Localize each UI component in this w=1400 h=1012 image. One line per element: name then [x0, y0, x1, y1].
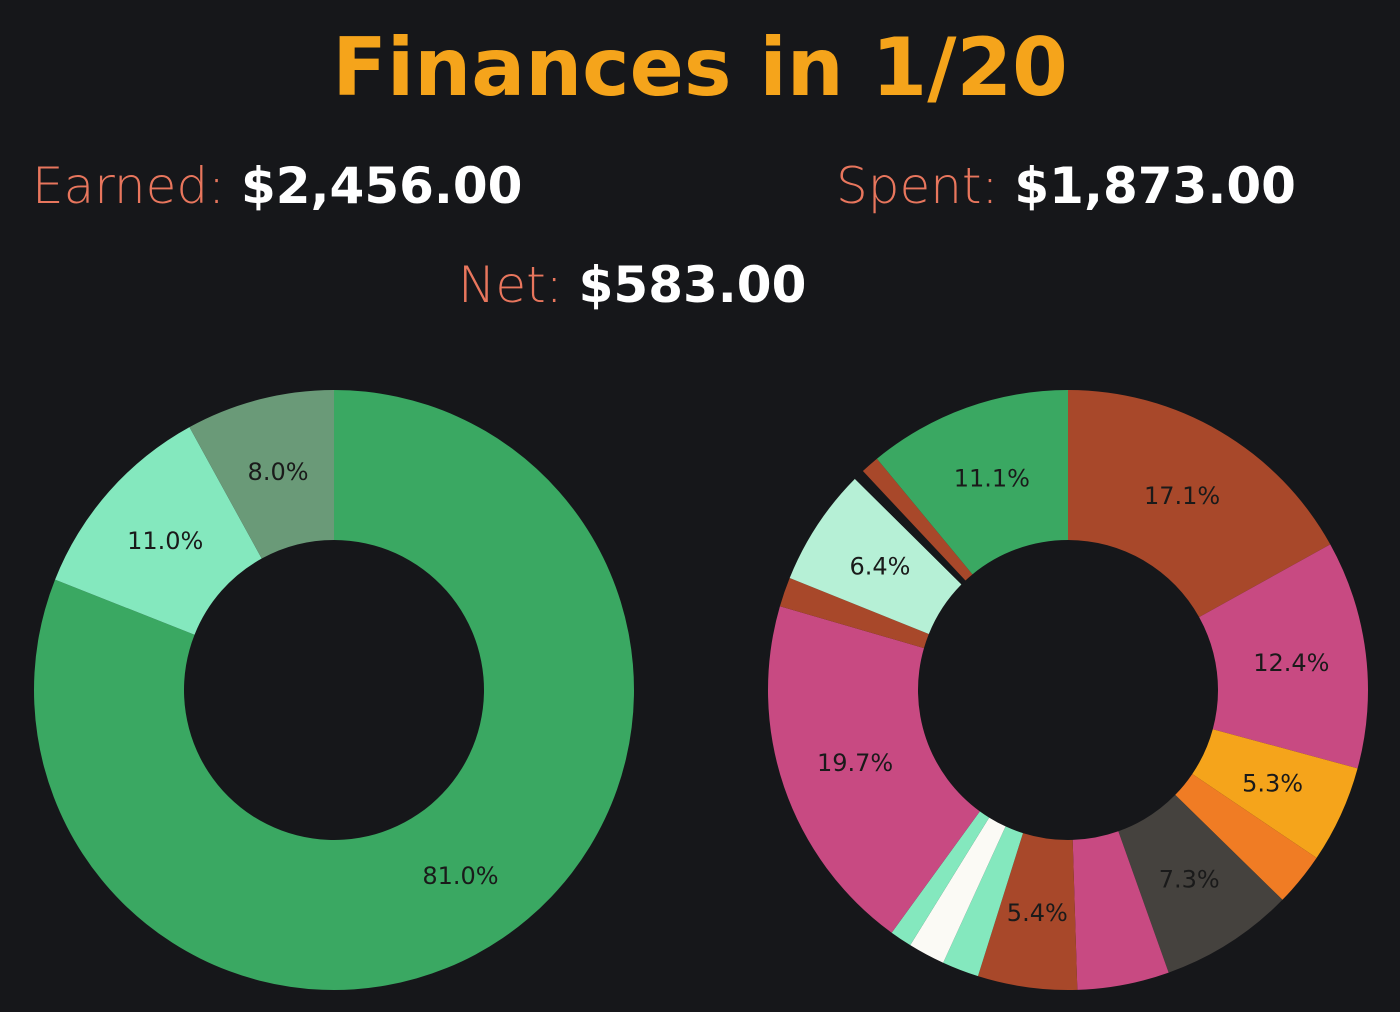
slice-percent-label: 5.3% [1242, 770, 1303, 798]
spent-stat: Spent: $1,873.00 [836, 156, 1296, 216]
net-value: $583.00 [578, 256, 807, 314]
donut-slice [943, 826, 1023, 977]
slice-percent-label: 7.3% [1159, 866, 1220, 894]
spent-donut-chart: 17.1% 12.4% 5.3% 7.3% 5.4% 19.7% 6.4% 11.1% [768, 390, 1368, 990]
slice-percent-label: 6.4% [850, 552, 911, 580]
donut-slice [33, 390, 634, 990]
donut-slice [789, 478, 962, 635]
donut-slice [189, 390, 334, 559]
donut-slice [854, 471, 966, 585]
donut-slice [977, 833, 1078, 990]
slice-percent-label: 11.1% [954, 464, 1030, 492]
page-title: Finances in 1/20 [332, 21, 1068, 114]
earned-stat: Earned: $2,456.00 [32, 156, 522, 216]
net-stat: Net: $583.00 [458, 255, 806, 315]
spent-label: Spent: [836, 157, 999, 215]
donut-slice [1072, 831, 1169, 990]
slice-percent-label: 81.0% [422, 862, 498, 890]
donut-slice [891, 811, 990, 946]
slice-percent-label: 12.4% [1253, 649, 1329, 677]
earned-donut-chart: 81.0% 11.0% 8.0% [33, 390, 634, 990]
net-label: Net: [458, 256, 563, 314]
slice-percent-label: 5.4% [1007, 899, 1068, 927]
donut-slice [55, 427, 262, 635]
slice-percent-label: 8.0% [248, 458, 309, 486]
donut-slice [1192, 729, 1358, 858]
slice-percent-label: 19.7% [817, 749, 893, 777]
spent-value: $1,873.00 [1014, 157, 1296, 215]
slice-percent-label: 17.1% [1144, 482, 1220, 510]
slice-percent-label: 11.0% [127, 527, 203, 555]
donut-slice [1068, 390, 1331, 618]
earned-value: $2,456.00 [240, 157, 523, 215]
donut-slice [910, 817, 1006, 963]
donut-slice [1175, 773, 1317, 900]
earned-label: Earned: [32, 157, 225, 215]
donut-slice [862, 458, 973, 581]
donut-slice [1199, 544, 1368, 769]
donut-slice [876, 390, 1068, 575]
donut-slice [1118, 794, 1283, 973]
donut-slice [779, 578, 929, 649]
donut-slice [768, 606, 980, 933]
